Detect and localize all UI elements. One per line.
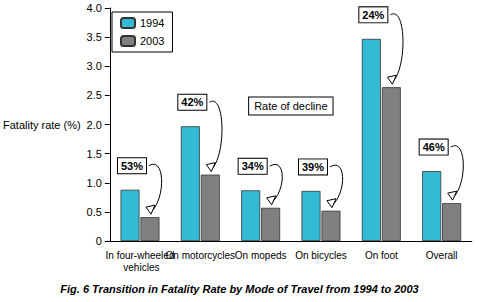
svg-text:39%: 39% [302, 161, 324, 173]
svg-text:On motorcycles: On motorcycles [166, 250, 235, 261]
svg-text:1.5: 1.5 [87, 148, 102, 160]
svg-text:1994: 1994 [140, 17, 164, 29]
svg-text:On bicycles: On bicycles [295, 250, 347, 261]
svg-text:53%: 53% [121, 160, 143, 172]
svg-text:42%: 42% [181, 96, 203, 108]
svg-text:4.0: 4.0 [87, 2, 102, 14]
svg-text:In four-wheeled: In four-wheeled [106, 250, 175, 261]
svg-text:1.0: 1.0 [87, 177, 102, 189]
svg-text:3.0: 3.0 [87, 60, 102, 72]
svg-text:On foot: On foot [365, 250, 398, 261]
svg-text:0: 0 [96, 235, 102, 247]
svg-text:vehicles: vehicles [121, 262, 160, 273]
svg-text:24%: 24% [362, 9, 384, 21]
svg-text:Fatality rate (%): Fatality rate (%) [3, 119, 81, 131]
svg-text:Fig. 6 Transition in Fatality: Fig. 6 Transition in Fatality Rate by Mo… [60, 283, 418, 295]
svg-text:Rate of decline: Rate of decline [254, 100, 327, 112]
svg-text:2003: 2003 [140, 35, 164, 47]
svg-text:2.0: 2.0 [87, 119, 102, 131]
svg-text:2.5: 2.5 [87, 89, 102, 101]
svg-text:34%: 34% [242, 160, 264, 172]
svg-text:0.5: 0.5 [87, 206, 102, 218]
svg-text:On mopeds: On mopeds [235, 250, 287, 261]
svg-text:46%: 46% [423, 141, 445, 153]
svg-text:3.5: 3.5 [87, 31, 102, 43]
svg-text:Overall: Overall [426, 250, 458, 261]
